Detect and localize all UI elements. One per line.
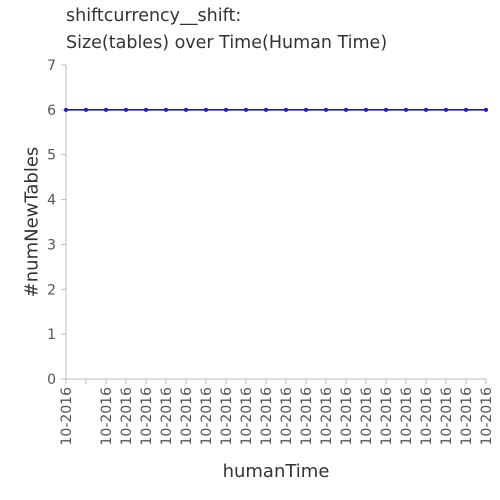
data-point xyxy=(424,107,428,112)
y-tick-label: 4 xyxy=(47,193,56,209)
x-tick-label: 10-2016 xyxy=(419,387,435,446)
x-tick-label: 10-2016 xyxy=(59,387,75,446)
data-point xyxy=(464,107,468,112)
x-tick-label: 10-2016 xyxy=(99,387,115,446)
x-tick-label: 10-2016 xyxy=(379,387,395,446)
y-tick-label: 6 xyxy=(47,103,56,119)
x-tick-label: 10-2016 xyxy=(239,387,255,446)
x-tick-label: 10-2016 xyxy=(199,387,215,446)
data-point xyxy=(84,107,88,112)
y-tick-label: 1 xyxy=(47,327,56,343)
x-tick-label: 10-2016 xyxy=(359,387,375,446)
x-tick-label: 10-2016 xyxy=(399,387,415,446)
x-tick-label: 10-2016 xyxy=(279,387,295,446)
data-point xyxy=(404,107,408,112)
data-point xyxy=(364,107,368,112)
x-tick-label: 10-2016 xyxy=(439,387,455,446)
x-tick-label: 10-2016 xyxy=(319,387,335,446)
data-point xyxy=(444,107,448,112)
x-tick-label: 10-2016 xyxy=(299,387,315,446)
data-point xyxy=(144,107,148,112)
data-point xyxy=(484,107,488,112)
data-point xyxy=(284,107,288,112)
data-point xyxy=(244,107,248,112)
x-tick-label: 10-2016 xyxy=(459,387,475,446)
y-tick-label: 0 xyxy=(47,372,56,388)
data-point xyxy=(224,107,228,112)
y-tick-label: 5 xyxy=(47,148,56,164)
x-tick-label: 10-2016 xyxy=(119,387,135,446)
x-tick-label: 10-2016 xyxy=(339,387,355,446)
data-point xyxy=(304,107,308,112)
chart-subtitle: Size(tables) over Time(Human Time) xyxy=(66,33,388,53)
x-tick-label: 10-2016 xyxy=(219,387,235,446)
x-axis-label: humanTime xyxy=(222,461,330,482)
x-tick-label: 10-2016 xyxy=(259,387,275,446)
x-tick-label: 10-2016 xyxy=(139,387,155,446)
y-tick-label: 2 xyxy=(47,282,56,298)
data-point xyxy=(184,107,188,112)
data-point xyxy=(324,107,328,112)
data-point xyxy=(264,107,268,112)
y-tick-label: 7 xyxy=(47,58,56,74)
data-point xyxy=(124,107,128,112)
x-tick-label: 10-2016 xyxy=(479,387,495,446)
y-axis-label: #numNewTables xyxy=(21,146,43,298)
data-point xyxy=(164,107,168,112)
x-tick-label: 10-2016 xyxy=(159,387,175,446)
data-point xyxy=(384,107,388,112)
data-point xyxy=(344,107,348,112)
data-point xyxy=(64,107,68,112)
y-tick-label: 3 xyxy=(47,237,56,253)
chart-title: shiftcurrency__shift: xyxy=(66,6,242,26)
x-tick-label: 10-2016 xyxy=(179,387,195,446)
data-point xyxy=(104,107,108,112)
data-point xyxy=(204,107,208,112)
